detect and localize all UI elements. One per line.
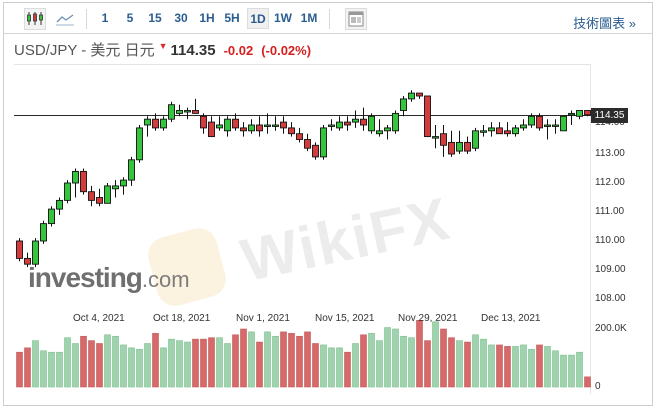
- interval-30min[interactable]: 30: [174, 11, 188, 25]
- y-axis-label: 108.00: [595, 293, 626, 304]
- candlestick-chart-button[interactable]: [24, 8, 46, 30]
- y-axis-label: 113.00: [595, 148, 625, 159]
- interval-1min[interactable]: 1: [101, 11, 109, 25]
- x-axis-label: Nov 29, 2021: [398, 313, 458, 324]
- down-arrow-icon: ▼: [158, 41, 168, 51]
- line-chart-button[interactable]: [54, 8, 76, 30]
- toolbar-separator: [329, 9, 330, 29]
- y-axis-line: [590, 64, 591, 394]
- x-axis-label: Nov 1, 2021: [236, 313, 290, 324]
- current-price-tag: 114.35: [591, 108, 628, 123]
- volume-axis-max: 200.0K: [595, 323, 627, 334]
- volume-axis-zero: 0: [595, 381, 601, 392]
- current-price-line: [14, 115, 591, 116]
- line-chart-icon: [56, 14, 74, 26]
- interval-15min[interactable]: 15: [148, 11, 162, 25]
- layout-icon: [348, 11, 364, 27]
- interval-5min[interactable]: 5: [126, 11, 134, 25]
- layout-button[interactable]: [345, 8, 367, 30]
- chart-toolbar: 1 5 15 30 1H 5H 1D 1W 1M 技術圖表 »: [4, 3, 652, 34]
- interval-1h[interactable]: 1H: [199, 11, 215, 25]
- y-axis-label: 109.00: [595, 264, 626, 275]
- x-axis-label: Oct 18, 2021: [153, 313, 211, 324]
- x-axis-label: Dec 13, 2021: [481, 313, 541, 324]
- price-change: -0.02: [223, 43, 254, 58]
- technical-chart-link[interactable]: 技術圖表 »: [573, 16, 636, 31]
- x-axis-label: Nov 15, 2021: [315, 313, 375, 324]
- toolbar-separator: [86, 9, 87, 29]
- interval-1w[interactable]: 1W: [274, 11, 292, 25]
- investing-watermark: investing.com: [28, 262, 190, 293]
- y-axis-label: 111.00: [595, 206, 625, 217]
- chart-widget-frame: [3, 2, 653, 406]
- header-divider: [14, 64, 590, 65]
- interval-1m[interactable]: 1M: [300, 11, 318, 25]
- y-axis-label: 110.00: [595, 235, 625, 246]
- y-axis-label: 112.00: [595, 177, 625, 188]
- symbol-name: USD/JPY - 美元 日元: [14, 42, 155, 59]
- quote-header: USD/JPY - 美元 日元 ▼ 114.35 -0.02 (-0.02%): [14, 39, 311, 63]
- candlestick-icon: [27, 12, 43, 25]
- last-price: 114.35: [170, 42, 216, 59]
- interval-1d[interactable]: 1D: [247, 8, 269, 29]
- interval-5h[interactable]: 5H: [224, 11, 240, 25]
- x-axis-label: Oct 4, 2021: [73, 313, 125, 324]
- price-change-percent: (-0.02%): [261, 43, 312, 58]
